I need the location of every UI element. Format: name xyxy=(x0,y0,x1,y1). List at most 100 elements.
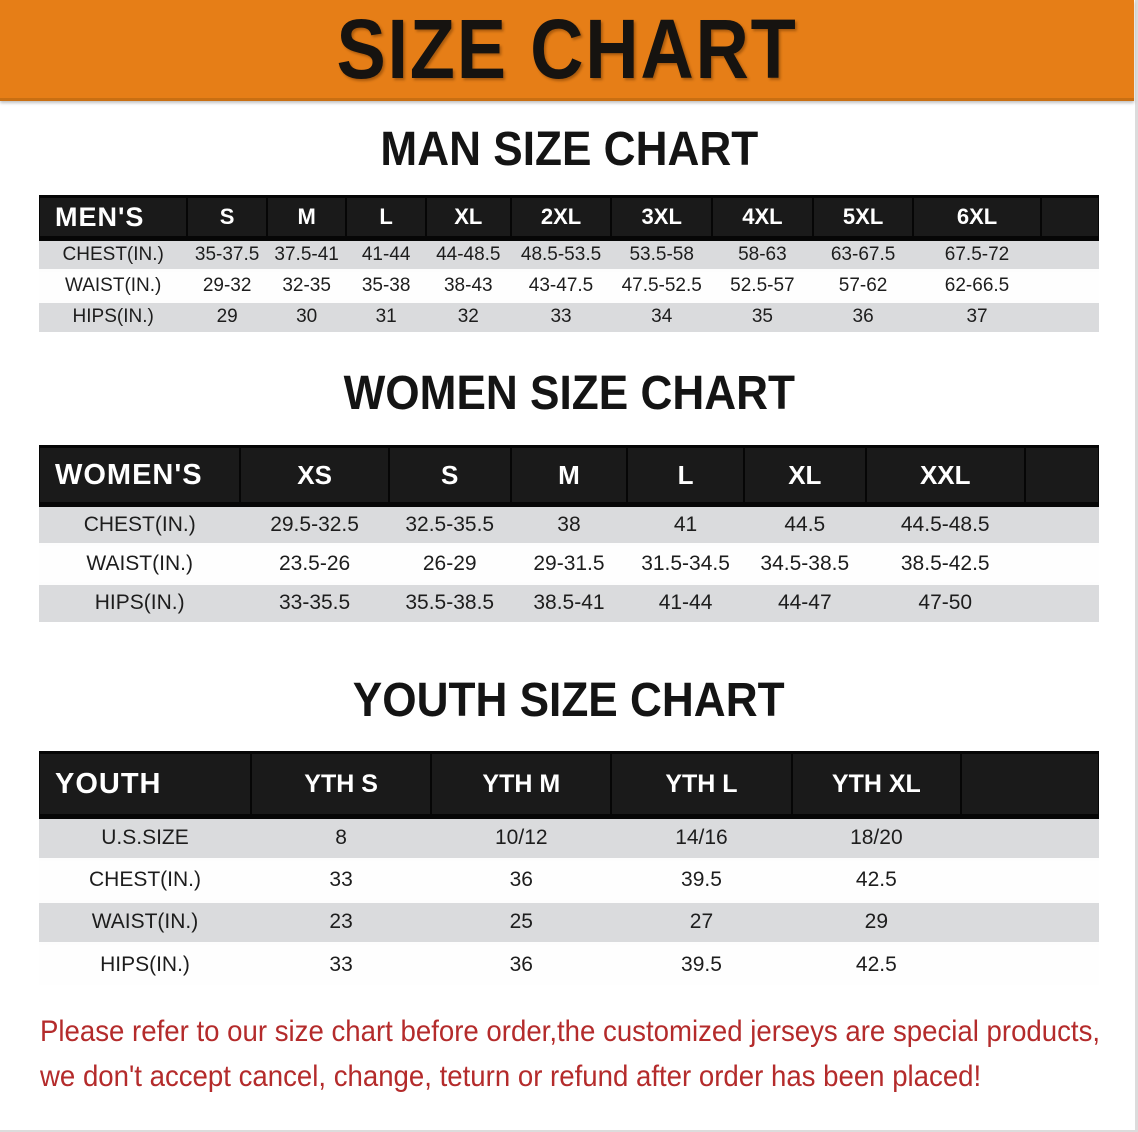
table-cell: 32-35 xyxy=(266,268,347,301)
table-cell: 53.5-58 xyxy=(611,237,713,270)
table-cell: 23.5-26 xyxy=(240,542,389,583)
table-cell: 29.5-32.5 xyxy=(240,503,389,544)
table-row: HIPS(IN.) 33-35.5 35.5-38.5 38.5-41 41-44 44-… xyxy=(39,581,1099,622)
table-cell: 8 xyxy=(251,815,432,859)
column-header: L xyxy=(346,195,426,241)
column-header: XL xyxy=(743,445,866,507)
table-cell: 42.5 xyxy=(791,941,962,985)
table-cell: 35.5-38.5 xyxy=(388,581,511,622)
table-header-row: YOUTH YTH S YTH M YTH L YTH XL xyxy=(39,751,1099,819)
row-label: CHEST(IN.) xyxy=(39,503,241,544)
men-section-heading-text: MAN SIZE CHART xyxy=(380,123,758,176)
cell-filler xyxy=(961,941,1099,985)
row-label: WAIST(IN.) xyxy=(39,542,241,583)
column-header: 2XL xyxy=(510,195,612,241)
table-cell: 39.5 xyxy=(611,857,792,901)
table-row: U.S.SIZE 8 10/12 14/16 18/20 xyxy=(39,815,1099,859)
column-header: XS xyxy=(240,445,389,507)
column-header: XL xyxy=(425,195,511,241)
size-chart-banner: SIZE CHART xyxy=(0,0,1134,101)
row-label: WAIST(IN.) xyxy=(39,268,188,301)
table-cell: 29-32 xyxy=(187,268,267,301)
table-row: HIPS(IN.) 29 30 31 32 33 34 35 36 37 xyxy=(39,299,1099,332)
table-cell: 29-31.5 xyxy=(510,542,628,583)
column-header: YTH L xyxy=(611,751,792,819)
footer-line-2: we don't accept cancel, change, teturn o… xyxy=(40,1060,982,1093)
table-cell: 31 xyxy=(346,299,426,332)
table-cell: 47-50 xyxy=(865,581,1025,622)
table-header-row: MEN'S S M L XL 2XL 3XL 4XL 5XL 6XL xyxy=(39,195,1099,241)
row-label: HIPS(IN.) xyxy=(39,941,251,985)
cell-filler xyxy=(1024,542,1099,583)
table-cell: 34.5-38.5 xyxy=(743,542,866,583)
column-header: XXL xyxy=(865,445,1025,507)
table-cell: 37.5-41 xyxy=(266,237,347,270)
table-cell: 31.5-34.5 xyxy=(627,542,744,583)
table-cell: 41-44 xyxy=(346,237,426,270)
table-cell: 48.5-53.5 xyxy=(510,237,612,270)
table-cell: 36 xyxy=(431,941,612,985)
table-cell: 38.5-42.5 xyxy=(865,542,1025,583)
table-corner-label: WOMEN'S xyxy=(39,445,241,507)
header-filler xyxy=(961,751,1099,819)
table-row: HIPS(IN.) 33 36 39.5 42.5 xyxy=(39,941,1099,985)
footer-note: Please refer to our size chart before or… xyxy=(40,1009,1138,1099)
youth-size-table: YOUTH YTH S YTH M YTH L YTH XL U.S.SIZE 8 10/12… xyxy=(39,751,1099,985)
women-size-section: WOMEN SIZE CHART WOMEN'S XS S M L XL XXL CHEST(… xyxy=(0,368,1138,622)
column-header: 3XL xyxy=(611,195,713,241)
row-label: WAIST(IN.) xyxy=(39,899,251,943)
table-header-row: WOMEN'S XS S M L XL XXL xyxy=(39,445,1099,507)
table-cell: 62-66.5 xyxy=(913,268,1041,301)
table-cell: 36 xyxy=(812,299,914,332)
table-cell: 43-47.5 xyxy=(510,268,612,301)
table-cell: 35-37.5 xyxy=(187,237,267,270)
youth-size-section: YOUTH SIZE CHART YOUTH YTH S YTH M YTH L YTH… xyxy=(0,675,1138,985)
table-cell: 32 xyxy=(425,299,511,332)
table-row: CHEST(IN.) 33 36 39.5 42.5 xyxy=(39,857,1099,901)
table-cell: 44-47 xyxy=(743,581,866,622)
table-row: CHEST(IN.) 35-37.5 37.5-41 41-44 44-48.5 48.5… xyxy=(39,237,1099,270)
table-cell: 38-43 xyxy=(425,268,511,301)
table-cell: 41-44 xyxy=(627,581,744,622)
table-cell: 42.5 xyxy=(791,857,962,901)
men-size-table: MEN'S S M L XL 2XL 3XL 4XL 5XL 6XL CHEST(IN.) 35-37… xyxy=(39,195,1099,332)
table-cell: 29 xyxy=(187,299,267,332)
header-filler xyxy=(1040,195,1099,241)
table-cell: 10/12 xyxy=(431,815,612,859)
column-header: L xyxy=(627,445,744,507)
table-row: WAIST(IN.) 23 25 27 29 xyxy=(39,899,1099,943)
table-cell: 67.5-72 xyxy=(913,237,1041,270)
table-cell: 58-63 xyxy=(712,237,813,270)
row-label: U.S.SIZE xyxy=(39,815,251,859)
table-row: WAIST(IN.) 23.5-26 26-29 29-31.5 31.5-34.5 34… xyxy=(39,542,1099,583)
column-header: YTH M xyxy=(431,751,612,819)
table-cell: 38.5-41 xyxy=(510,581,628,622)
table-row: CHEST(IN.) 29.5-32.5 32.5-35.5 38 41 44.5 44.5… xyxy=(39,503,1099,544)
table-cell: 33 xyxy=(510,299,612,332)
table-cell: 25 xyxy=(431,899,612,943)
youth-section-heading-text: YOUTH SIZE CHART xyxy=(353,674,785,727)
men-size-section: MAN SIZE CHART MEN'S S M L XL 2XL 3XL 4XL 5XL 6XL… xyxy=(0,124,1138,332)
women-size-table: WOMEN'S XS S M L XL XXL CHEST(IN.) 29.5-32.5 32.5… xyxy=(39,445,1099,622)
page-title: SIZE CHART xyxy=(336,2,798,96)
table-cell: 26-29 xyxy=(388,542,511,583)
column-header: 6XL xyxy=(913,195,1041,241)
table-cell: 38 xyxy=(510,503,628,544)
row-label: CHEST(IN.) xyxy=(39,857,251,901)
youth-section-heading: YOUTH SIZE CHART xyxy=(0,675,1138,727)
table-cell: 29 xyxy=(791,899,962,943)
row-label: CHEST(IN.) xyxy=(39,237,188,270)
table-cell: 32.5-35.5 xyxy=(388,503,511,544)
table-cell: 23 xyxy=(251,899,432,943)
header-filler xyxy=(1024,445,1099,507)
table-cell: 44-48.5 xyxy=(425,237,511,270)
women-section-heading-text: WOMEN SIZE CHART xyxy=(343,367,795,420)
column-header: S xyxy=(388,445,511,507)
column-header: 4XL xyxy=(712,195,813,241)
cell-filler xyxy=(961,857,1099,901)
table-corner-label: YOUTH xyxy=(39,751,251,819)
column-header: M xyxy=(510,445,628,507)
table-row: WAIST(IN.) 29-32 32-35 35-38 38-43 43-47.5 47.… xyxy=(39,268,1099,301)
table-cell: 33-35.5 xyxy=(240,581,389,622)
